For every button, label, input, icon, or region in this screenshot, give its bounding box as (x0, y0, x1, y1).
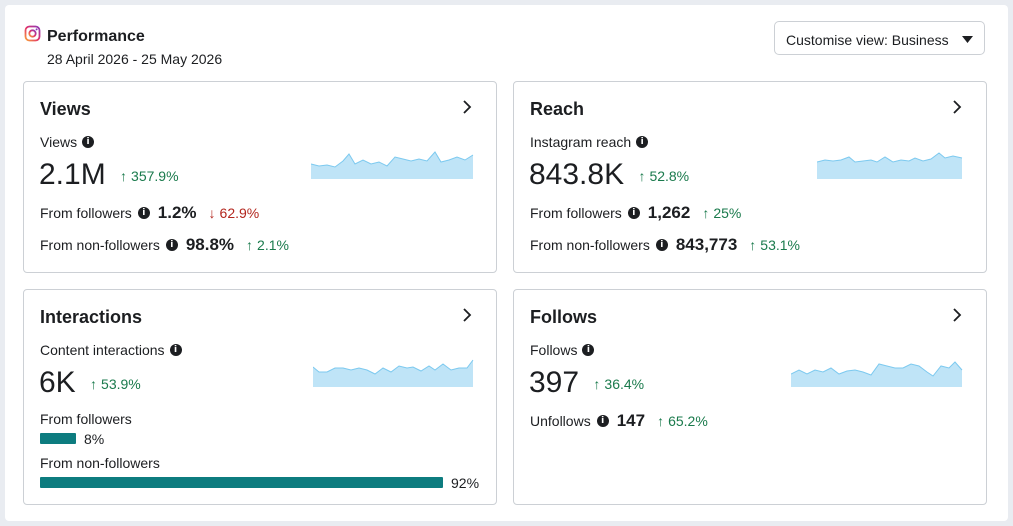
reach-from-non-followers-delta: ↑ 53.1% (749, 237, 800, 253)
follows-card[interactable]: Follows Follows i 397 ↑ 36.4% Unfollows i… (513, 289, 987, 505)
info-icon[interactable]: i (627, 207, 640, 219)
reach-from-non-followers-value: 843,773 (675, 235, 738, 254)
from-followers-bar (40, 433, 76, 444)
views-sparkline (311, 151, 474, 179)
views-from-non-followers-label: From non-followers (40, 237, 160, 253)
views-value-row: 2.1M ↑ 357.9% (39, 160, 179, 190)
instagram-icon (24, 25, 41, 42)
customise-view-label: Customise view: Business (786, 32, 949, 48)
views-from-followers-value: 1.2% (157, 203, 197, 222)
arrow-up-icon: ↑ (638, 168, 646, 185)
unfollows-row: Unfollows i 147 ↑ 65.2% (530, 411, 708, 431)
reach-from-followers-value: 1,262 (647, 203, 691, 222)
date-range: 28 April 2026 - 25 May 2026 (47, 51, 223, 67)
views-value: 2.1M (39, 158, 106, 191)
views-from-followers-label: From followers (40, 205, 132, 221)
views-card[interactable]: Views Views i 2.1M ↑ 357.9% From follower… (23, 81, 497, 273)
info-icon[interactable]: i (82, 136, 95, 148)
arrow-up-icon: ↑ (657, 413, 665, 429)
arrow-up-icon: ↑ (246, 237, 254, 253)
info-icon[interactable]: i (169, 344, 182, 356)
reach-from-followers-label: From followers (530, 205, 622, 221)
interactions-delta: ↑ 53.9% (90, 376, 141, 393)
arrow-up-icon: ↑ (90, 376, 98, 393)
views-card-title: Views (40, 99, 91, 119)
page-title: Performance (47, 28, 145, 45)
from-non-followers-pct: 92% (451, 475, 480, 491)
info-icon[interactable]: i (137, 207, 150, 219)
follows-card-title: Follows (530, 307, 597, 327)
info-icon[interactable]: i (582, 344, 595, 356)
reach-card-title: Reach (530, 99, 585, 119)
info-icon[interactable]: i (596, 415, 609, 427)
chevron-right-icon[interactable] (460, 100, 474, 114)
interactions-value: 6K (39, 366, 76, 399)
reach-from-followers-delta: ↑ 25% (702, 205, 742, 221)
interactions-card[interactable]: Interactions Content interactions i 6K ↑… (23, 289, 497, 505)
interactions-value-row: 6K ↑ 53.9% (39, 368, 141, 398)
views-delta: ↑ 357.9% (120, 168, 179, 185)
info-icon[interactable]: i (655, 239, 668, 251)
arrow-down-icon: ↓ (208, 205, 216, 221)
views-from-non-followers-row: From non-followers i 98.8% ↑ 2.1% (40, 235, 289, 255)
arrow-up-icon: ↑ (702, 205, 710, 221)
chevron-right-icon[interactable] (460, 308, 474, 322)
caret-down-icon (962, 36, 973, 43)
reach-from-non-followers-label: From non-followers (530, 237, 650, 253)
follows-metric-label: Follows i (530, 342, 595, 358)
views-from-followers-delta: ↓ 62.9% (208, 205, 260, 221)
follows-sparkline (791, 361, 963, 387)
views-from-followers-row: From followers i 1.2% ↓ 62.9% (40, 203, 259, 223)
from-non-followers-bar (40, 477, 443, 488)
interactions-from-non-followers-label: From non-followers (40, 455, 160, 471)
reach-delta: ↑ 52.8% (638, 168, 690, 185)
reach-metric-label: Instagram reach i (530, 134, 649, 150)
reach-value-row: 843.8K ↑ 52.8% (529, 160, 689, 190)
arrow-up-icon: ↑ (120, 168, 128, 185)
interactions-metric-label: Content interactions i (40, 342, 182, 358)
reach-value: 843.8K (529, 158, 625, 191)
reach-sparkline (817, 152, 963, 179)
reach-from-followers-row: From followers i 1,262 ↑ 25% (530, 203, 741, 223)
views-from-non-followers-delta: ↑ 2.1% (246, 237, 289, 253)
interactions-from-followers-label: From followers (40, 411, 132, 427)
from-followers-pct: 8% (84, 431, 105, 447)
arrow-up-icon: ↑ (749, 237, 757, 253)
follows-value-row: 397 ↑ 36.4% (529, 368, 644, 398)
unfollows-label: Unfollows (530, 413, 591, 429)
reach-from-non-followers-row: From non-followers i 843,773 ↑ 53.1% (530, 235, 800, 255)
unfollows-value: 147 (616, 411, 646, 430)
arrow-up-icon: ↑ (593, 376, 601, 393)
interactions-card-title: Interactions (40, 307, 143, 327)
interactions-sparkline (313, 359, 474, 387)
follows-value: 397 (529, 366, 580, 399)
reach-card[interactable]: Reach Instagram reach i 843.8K ↑ 52.8% Fr… (513, 81, 987, 273)
views-from-non-followers-value: 98.8% (185, 235, 235, 254)
views-metric-label: Views i (40, 134, 95, 150)
chevron-right-icon[interactable] (950, 308, 964, 322)
performance-panel: Performance 28 April 2026 - 25 May 2026 … (5, 5, 1008, 521)
customise-view-dropdown[interactable]: Customise view: Business (774, 21, 985, 55)
unfollows-delta: ↑ 65.2% (657, 413, 708, 429)
info-icon[interactable]: i (636, 136, 649, 148)
chevron-right-icon[interactable] (950, 100, 964, 114)
follows-delta: ↑ 36.4% (593, 376, 645, 393)
info-icon[interactable]: i (165, 239, 178, 251)
